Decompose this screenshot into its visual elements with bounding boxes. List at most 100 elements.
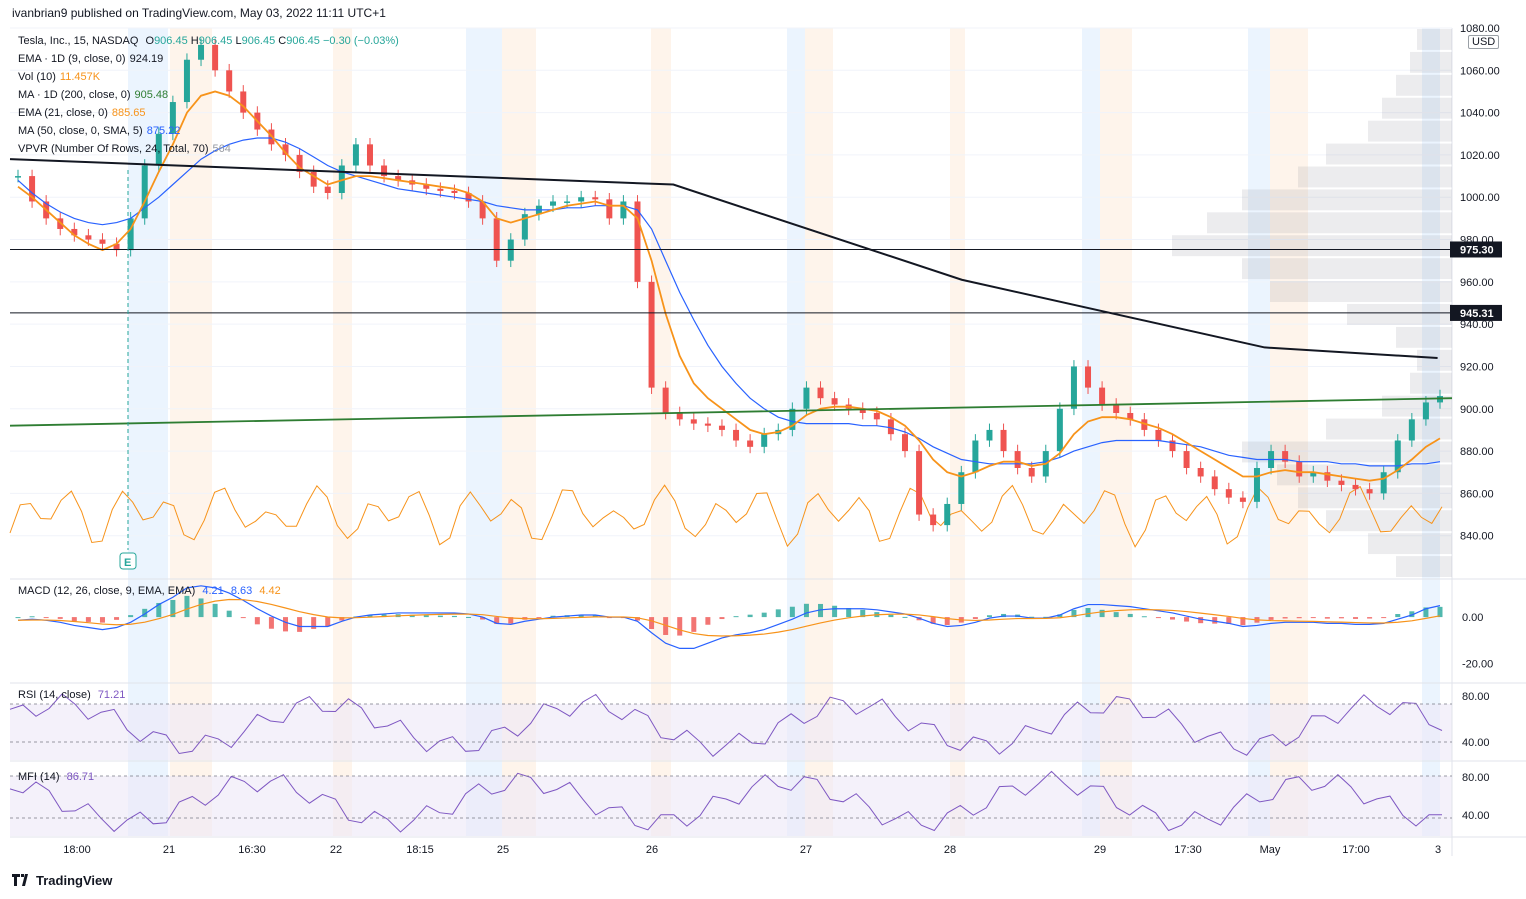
macd-histogram-bar (761, 612, 767, 618)
macd-histogram-bar (29, 616, 35, 618)
legend-close: 906.45 (286, 35, 320, 47)
candle (620, 195, 627, 225)
candle-body (1408, 419, 1415, 441)
candle-body (71, 228, 78, 236)
candle (831, 391, 838, 411)
candle (916, 444, 923, 521)
time-tick-label: 3 (1435, 844, 1441, 856)
earnings-marker-letter: E (124, 557, 131, 569)
time-tick-label: 18:15 (406, 844, 434, 856)
volume-profile-bar (1382, 395, 1452, 417)
macd-histogram-bar (339, 617, 345, 621)
macd-histogram-bar (170, 599, 176, 618)
candle (212, 38, 219, 77)
candle-body (507, 239, 514, 261)
candle-body (901, 434, 908, 452)
price-tick-label: 1020.00 (1460, 150, 1500, 162)
legend-indicator-row: Vol (10) 11.457K (18, 71, 100, 83)
volume-profile-bar (1270, 281, 1452, 302)
candle-body (1155, 429, 1162, 441)
macd-histogram-bar (1057, 614, 1063, 618)
candle-body (198, 44, 205, 60)
mfi-tick-label: 80.00 (1462, 772, 1490, 784)
candle-body (859, 408, 866, 413)
macd-histogram-bar (311, 617, 317, 629)
macd-histogram-bar (297, 617, 303, 632)
price-tick-label: 860.00 (1460, 488, 1494, 500)
candle (972, 434, 979, 479)
currency-badge[interactable]: USD (1468, 35, 1500, 49)
volume-profile-bar (1396, 74, 1452, 96)
publisher-note: ivanbrian9 published on TradingView.com,… (12, 6, 386, 20)
price-tick-label: 1060.00 (1460, 65, 1500, 77)
candle-body (451, 190, 458, 193)
candle-body (634, 201, 641, 282)
volume-profile-bar (1277, 464, 1452, 486)
candle (226, 63, 233, 98)
volume-profile-bar (1298, 166, 1452, 188)
candle (690, 413, 697, 430)
candle (1070, 360, 1077, 416)
macd-histogram-bar (1085, 608, 1091, 618)
session-band (1082, 28, 1100, 836)
mfi-band (10, 776, 1452, 836)
volume-profile-bar (1298, 487, 1452, 509)
volume-profile-bar (1207, 212, 1452, 234)
session-band (502, 28, 536, 836)
legend-indicator-name: MA · 1D (200, close, 0) (18, 89, 131, 101)
legend-symbol-row: Tesla, Inc., 15, NASDAQ O906.45 H906.45 … (18, 35, 399, 47)
macd-histogram-bar (1310, 617, 1316, 619)
macd-histogram-bar (691, 617, 697, 632)
volume-profile-bar (1396, 556, 1452, 577)
macd-histogram-bar (381, 614, 387, 618)
time-tick-label: 21 (163, 844, 175, 856)
candle (493, 212, 500, 268)
session-band (1248, 28, 1270, 836)
candle-body (1127, 413, 1134, 420)
price-tick-label: 840.00 (1460, 531, 1494, 543)
macd-histogram-bar (1282, 617, 1288, 619)
legend-indicator-value: 11.457K (59, 71, 101, 83)
candle-body (338, 165, 345, 193)
candle-body (958, 472, 965, 504)
macd-histogram-bar (677, 617, 683, 636)
macd-histogram-bar (705, 617, 711, 625)
time-tick-label: 17:00 (1342, 844, 1370, 856)
candle-body (465, 193, 472, 202)
candle (423, 178, 430, 196)
candle (606, 193, 613, 225)
candle (958, 465, 965, 511)
macd-histogram-bar (1155, 617, 1161, 619)
candle-body (15, 176, 21, 178)
candle (1000, 423, 1007, 458)
candle (113, 237, 120, 257)
legend-indicator-name: EMA (21, close, 0) (18, 107, 108, 119)
candle-body (1422, 402, 1429, 420)
candle (1014, 444, 1021, 475)
candle-body (916, 451, 923, 515)
tradingview-footer[interactable]: TradingView (12, 873, 112, 889)
candle (240, 85, 247, 119)
legend-indicator-name: VPVR (Number Of Rows, 24, Total, 70) (18, 143, 209, 155)
macd-histogram-bar (663, 617, 669, 635)
candle-body (1070, 366, 1077, 409)
macd-histogram-bar (325, 617, 331, 627)
candle (198, 38, 205, 67)
earnings-marker-icon (119, 552, 137, 570)
macd-histogram-bar (1226, 617, 1232, 624)
candle (1408, 413, 1415, 447)
legend-open: 906.45 (154, 35, 188, 47)
candle (1422, 396, 1429, 426)
candle-body (479, 201, 486, 219)
volume-profile-bar (1242, 258, 1452, 280)
legend-indicator-row: MA (50, close, 0, SMA, 5) 875.22 (18, 125, 180, 137)
macd-histogram-bar (480, 617, 486, 620)
volume-profile-bar (1417, 349, 1452, 371)
candle (183, 53, 190, 109)
price-tick-label: 900.00 (1460, 404, 1494, 416)
candle (944, 497, 951, 532)
candle-body (789, 408, 796, 430)
macd-histogram-bar (226, 610, 232, 618)
macd-histogram-bar (466, 616, 472, 618)
